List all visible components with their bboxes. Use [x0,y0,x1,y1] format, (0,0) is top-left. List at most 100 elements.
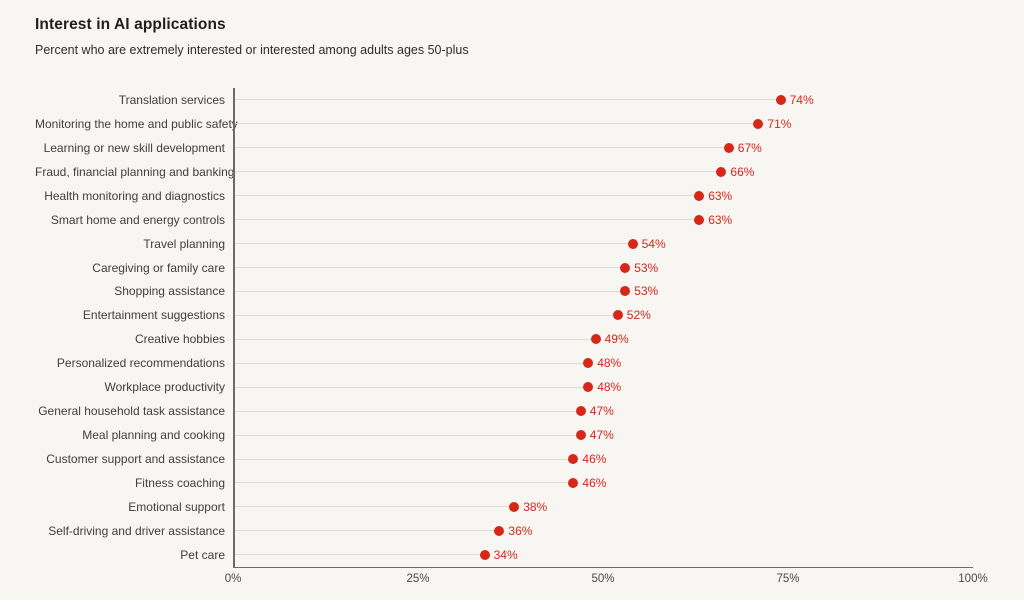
x-tick-label: 100% [958,572,988,585]
chart-row: Customer support and assistance 46% [35,447,989,471]
value-label: 66% [730,164,755,179]
category-label: Health monitoring and diagnostics [44,188,225,203]
category-label: Meal planning and cooking [82,428,225,443]
stem-line [233,362,589,364]
chart-row: Caregiving or family care 53% [35,256,989,280]
value-label: 36% [508,523,533,538]
chart-row: Meal planning and cooking 47% [35,423,989,447]
plot-area: Translation services 74% Monitoring the ho… [35,88,989,567]
row-plot: 47% [233,399,973,423]
x-tick-label: 25% [406,572,430,585]
chart-row: Pet care 34% [35,543,989,567]
category-label: Personalized recommendations [56,356,225,371]
stem-line [233,267,626,269]
data-point-dot [479,549,490,560]
category-label: Workplace productivity [104,380,226,395]
category-label: Travel planning [143,236,225,251]
value-label: 54% [641,236,666,251]
category-label: Self-driving and driver assistance [48,523,225,538]
y-axis-line [233,88,235,567]
row-plot: 48% [233,351,973,375]
category-label: Learning or new skill development [43,140,225,155]
data-point-dot [620,262,631,273]
category-label: Smart home and energy controls [50,212,225,227]
data-point-dot [775,94,786,105]
chart-row: Emotional support 38% [35,495,989,519]
data-point-dot [627,238,638,249]
value-label: 52% [626,308,651,323]
stem-line [233,99,781,101]
value-label: 38% [523,499,548,514]
category-label: Fitness coaching [134,475,225,490]
chart-row: Fraud, financial planning and banking 66% [35,160,989,184]
data-point-dot [509,501,520,512]
category-label: Monitoring the home and public safety [35,116,238,131]
stem-line [233,243,633,245]
stem-line [233,123,759,125]
value-label: 48% [597,356,622,371]
stem-line [233,290,626,292]
stem-line [233,434,581,436]
value-label: 34% [493,547,518,562]
data-point-dot [694,214,705,225]
stem-line [233,386,589,388]
stem-line [233,195,700,197]
row-plot: 53% [233,256,973,280]
category-label: Shopping assistance [114,284,225,299]
data-point-dot [575,406,586,417]
row-plot: 54% [233,232,973,256]
row-plot: 52% [233,303,973,327]
row-plot: 46% [233,447,973,471]
row-plot: 66% [233,160,973,184]
data-point-dot [620,286,631,297]
value-label: 74% [789,92,814,107]
category-label: Customer support and assistance [46,452,225,467]
value-label: 48% [597,380,622,395]
value-label: 63% [708,188,733,203]
chart-row: Fitness coaching 46% [35,471,989,495]
stem-line [233,171,722,173]
data-point-dot [494,525,505,536]
row-plot: 53% [233,280,973,304]
value-label: 47% [589,428,614,443]
data-point-dot [583,382,594,393]
data-point-dot [753,118,764,129]
category-label: Fraud, financial planning and banking [35,164,235,179]
chart-row: Travel planning 54% [35,232,989,256]
data-point-dot [590,334,601,345]
category-label: Entertainment suggestions [82,308,225,323]
value-label: 46% [582,475,607,490]
row-plot: 63% [233,208,973,232]
row-plot: 74% [233,88,973,112]
data-point-dot [723,142,734,153]
data-point-dot [575,430,586,441]
chart-row: Entertainment suggestions 52% [35,303,989,327]
stem-line [233,482,574,484]
x-axis-ticks: 0% 25% 50% 75% 100% [225,568,988,586]
chart-row: Health monitoring and diagnostics 63% [35,184,989,208]
value-label: 46% [582,452,607,467]
chart-title: Interest in AI applications [35,16,226,33]
stem-line [233,530,500,532]
chart-row: Self-driving and driver assistance 36% [35,519,989,543]
value-label: 47% [589,404,614,419]
row-plot: 36% [233,519,973,543]
value-label: 53% [634,260,659,275]
chart-row: Workplace productivity 48% [35,375,989,399]
dot-plot: Translation services 74% Monitoring the ho… [35,88,989,586]
category-label: Translation services [118,92,225,107]
row-plot: 38% [233,495,973,519]
data-point-dot [612,310,623,321]
stem-line [233,338,596,340]
row-plot: 47% [233,423,973,447]
chart-row: Personalized recommendations 48% [35,351,989,375]
row-plot: 46% [233,471,973,495]
x-tick-label: 50% [591,572,615,585]
stem-line [233,314,618,316]
stem-line [233,147,729,149]
chart-panel: Interest in AI applications Percent who … [0,0,1024,600]
category-label: Creative hobbies [134,332,225,347]
value-label: 71% [767,116,792,131]
row-plot: 48% [233,375,973,399]
value-label: 63% [708,212,733,227]
